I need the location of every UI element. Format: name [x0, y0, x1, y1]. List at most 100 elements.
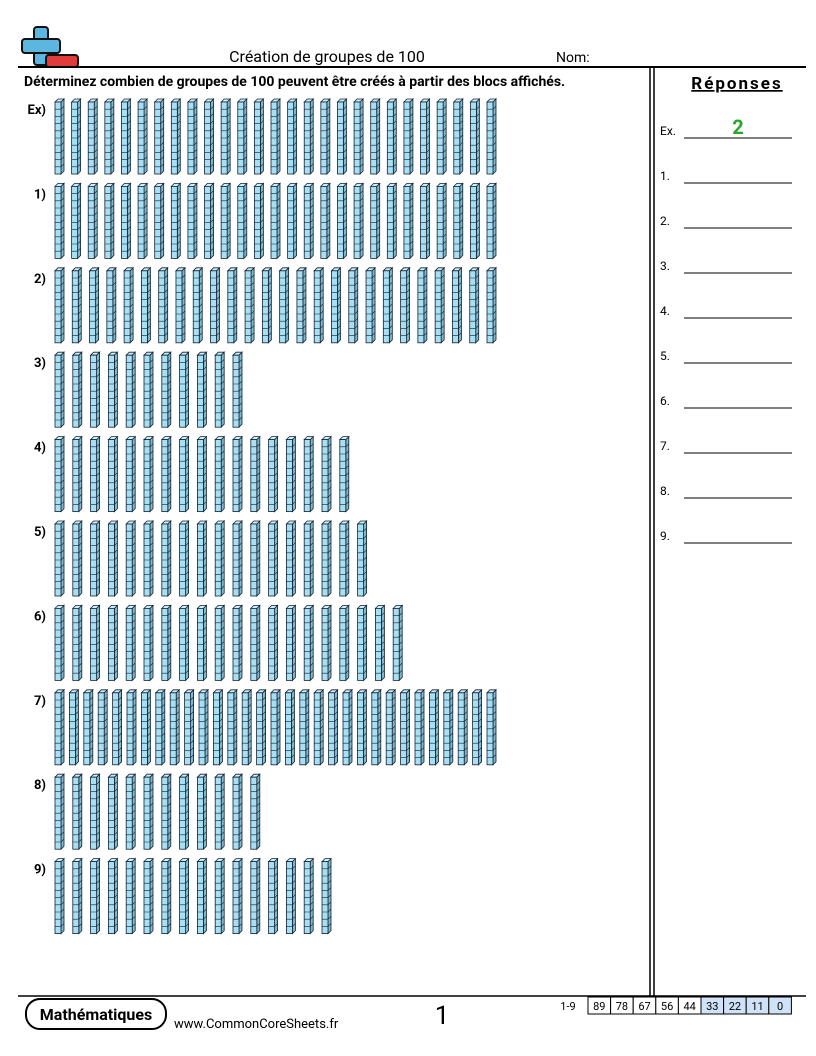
rod-units: [106, 274, 117, 336]
rod-units: [304, 612, 314, 674]
answer-label: 8.: [660, 484, 670, 498]
rod-units: [55, 696, 65, 758]
rod-units: [458, 696, 468, 758]
score: 33: [706, 1000, 718, 1013]
rod-units: [286, 527, 296, 590]
rod-units: [221, 105, 231, 168]
rod-units: [55, 359, 65, 421]
rod-units: [197, 865, 207, 927]
rod-units: [287, 190, 297, 252]
rod-units: [233, 527, 243, 590]
rod-units: [237, 190, 247, 252]
rod-units: [271, 696, 281, 758]
rod-units: [233, 612, 243, 674]
rod-units: [339, 527, 350, 590]
rod-units: [387, 105, 397, 168]
score: 89: [593, 1000, 605, 1013]
rod-units: [470, 105, 480, 168]
rod-units: [215, 527, 225, 590]
rod-units: [83, 696, 94, 758]
rod-units: [55, 274, 65, 336]
rod-units: [144, 359, 154, 421]
problem-label: 3): [34, 356, 46, 371]
rod-units: [415, 696, 425, 758]
rod-units: [179, 612, 189, 674]
rod-units: [71, 105, 81, 168]
rod-units: [357, 527, 367, 590]
answers-title: Réponses: [691, 74, 782, 94]
rod-units: [453, 190, 463, 252]
rod-units: [161, 865, 172, 927]
rod-units: [304, 527, 314, 590]
rod-units: [314, 696, 324, 758]
name-label: Nom:: [556, 50, 590, 66]
rod-units: [108, 612, 118, 674]
answer-label: 7.: [660, 439, 670, 453]
rod-units: [370, 190, 380, 252]
rod-units: [199, 696, 209, 758]
rod-units: [487, 190, 497, 252]
rod-units: [187, 190, 198, 252]
rod-units: [213, 696, 223, 758]
rod-units: [337, 105, 347, 168]
rod-units: [354, 190, 364, 252]
problem-label: Ex): [28, 103, 47, 118]
rod-group: [54, 520, 368, 597]
rod-units: [328, 696, 338, 758]
rod-units: [171, 105, 181, 168]
rod-units: [72, 527, 83, 590]
rod-units: [254, 190, 264, 252]
problem-label: 2): [34, 272, 46, 287]
problem-label: 5): [34, 525, 46, 540]
rod-units: [357, 612, 367, 674]
rod-units: [155, 696, 166, 758]
rod-units: [154, 190, 164, 252]
rod-units: [126, 443, 136, 505]
rod-units: [250, 865, 261, 927]
rod-units: [320, 105, 331, 168]
answer-value: 2: [732, 115, 743, 139]
rod-units: [279, 274, 289, 336]
rod-group: [54, 857, 332, 935]
problem-label: 1): [34, 187, 46, 202]
rod-units: [55, 527, 65, 590]
rod-units: [141, 274, 151, 336]
rod-units: [72, 359, 83, 421]
rod-group: [54, 266, 497, 344]
rod-units: [124, 274, 134, 336]
rod-units: [108, 527, 118, 590]
rod-units: [250, 612, 261, 674]
rod-group: [54, 182, 497, 260]
rod-units: [250, 443, 261, 505]
rod-units: [470, 190, 480, 252]
rod-units: [55, 190, 65, 252]
rod-units: [161, 612, 172, 674]
rod-units: [268, 612, 278, 674]
answer-label: 2.: [660, 214, 670, 228]
rod-units: [487, 105, 497, 168]
rod-units: [233, 865, 243, 927]
rod-units: [71, 190, 81, 252]
rod-units: [175, 274, 186, 336]
rod-units: [55, 612, 65, 674]
rod-units: [435, 274, 445, 336]
score: 67: [638, 1000, 650, 1013]
rod-units: [487, 696, 497, 758]
rod-units: [126, 781, 136, 843]
rod-group: [54, 351, 243, 429]
rod-units: [108, 865, 118, 927]
rod-units: [179, 443, 189, 505]
rod-units: [472, 696, 482, 758]
rod-units: [126, 865, 136, 927]
rod-units: [197, 612, 207, 674]
rod-units: [403, 190, 414, 252]
rod-units: [400, 696, 410, 758]
rod-units: [357, 696, 367, 758]
rod-units: [184, 696, 194, 758]
rod-units: [370, 105, 380, 168]
score-cell: [768, 996, 792, 1015]
rod-units: [429, 696, 439, 758]
rod-units: [469, 274, 479, 336]
rod-units: [210, 274, 220, 336]
rod-units: [233, 781, 243, 843]
